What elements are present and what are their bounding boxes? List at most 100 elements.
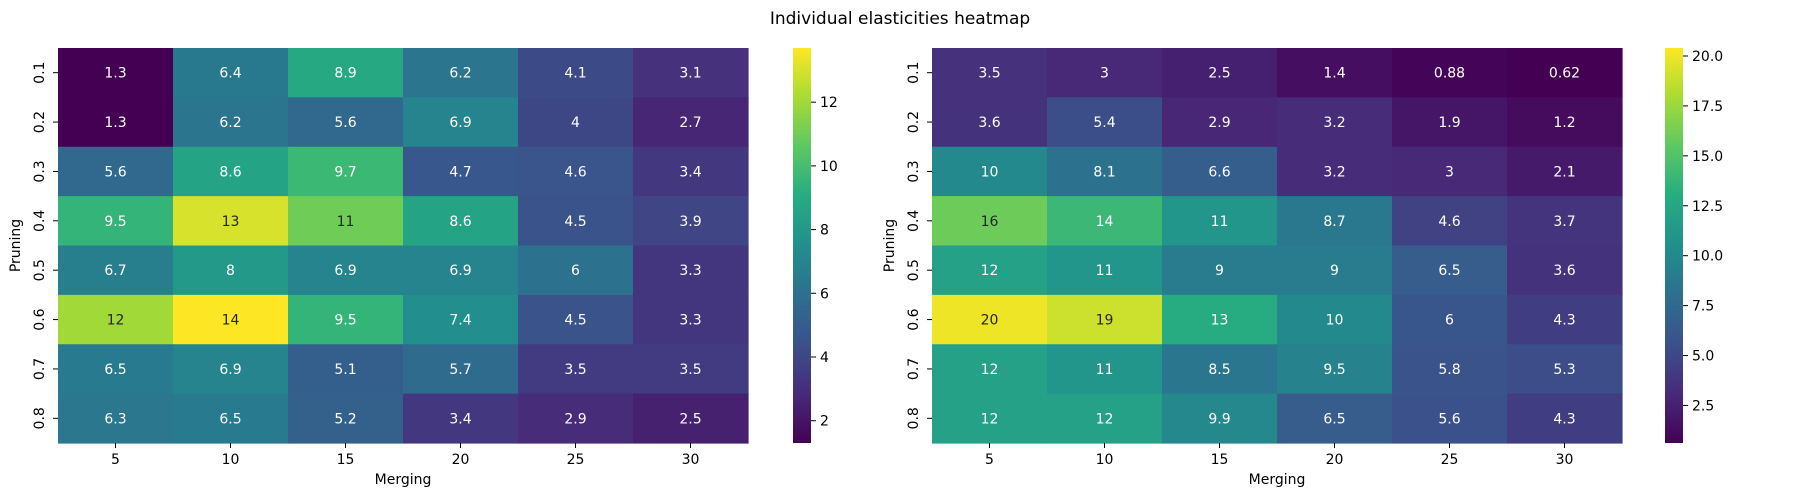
y-tick-label: 0.4 <box>32 210 48 232</box>
cell-value-label: 6 <box>1445 313 1454 329</box>
y-tick-label: 0.5 <box>906 259 922 281</box>
heatmap-cell <box>633 97 749 148</box>
cell-value-label: 2.5 <box>679 411 701 427</box>
heatmap-cell <box>288 146 404 197</box>
cell-value-label: 5.3 <box>1553 362 1575 378</box>
heatmap-cell <box>633 344 749 395</box>
x-tick-label: 30 <box>682 452 700 468</box>
x-tick-label: 10 <box>1096 452 1114 468</box>
cell-value-label: 9.5 <box>1323 362 1345 378</box>
heatmap-cell <box>1392 344 1508 395</box>
heatmap-cell <box>1277 294 1393 345</box>
heatmap-cell <box>1162 146 1278 197</box>
heatmap-cell <box>633 245 749 296</box>
cell-value-label: 6.9 <box>334 263 356 279</box>
cell-value-label: 5.6 <box>1438 411 1460 427</box>
heatmap-cell <box>403 146 519 197</box>
heatmap-cell <box>518 393 634 444</box>
heatmap-cell <box>518 344 634 395</box>
x-tick-label: 20 <box>1326 452 1344 468</box>
colorbar-tick-label: 10 <box>820 159 838 175</box>
heatmap-cell <box>518 97 634 148</box>
cell-value-label: 6 <box>571 263 580 279</box>
heatmap-cell <box>58 48 174 98</box>
heatmap-cell <box>1277 245 1393 296</box>
cell-value-label: 1.4 <box>1323 66 1345 82</box>
heatmap-cell <box>1507 393 1623 444</box>
cell-value-label: 3.2 <box>1323 164 1345 180</box>
heatmap-cell <box>1162 344 1278 395</box>
cell-value-label: 7.4 <box>449 313 471 329</box>
heatmap-cell <box>633 196 749 247</box>
heatmap-cell <box>58 97 174 148</box>
x-tick-label: 15 <box>1211 452 1229 468</box>
heatmap-cell <box>633 393 749 444</box>
heatmap-cell <box>932 146 1048 197</box>
heatmap-cell <box>1392 48 1508 98</box>
cell-value-label: 11 <box>337 214 355 230</box>
cell-value-label: 12 <box>981 362 999 378</box>
heatmap-cell <box>1047 196 1163 247</box>
cell-value-label: 3.6 <box>978 115 1000 131</box>
heatmap-cell <box>1277 196 1393 247</box>
cell-value-label: 3.3 <box>679 263 701 279</box>
cell-value-label: 3.1 <box>679 66 701 82</box>
colorbar-tick-label: 4 <box>820 350 829 366</box>
cell-value-label: 6.4 <box>219 66 241 82</box>
colorbar-tick-label: 6 <box>820 286 829 302</box>
cell-value-label: 4 <box>571 115 580 131</box>
cell-value-label: 3.5 <box>978 66 1000 82</box>
cell-value-label: 9.7 <box>334 164 356 180</box>
heatmap-cell <box>403 48 519 98</box>
heatmap-cell <box>403 393 519 444</box>
heatmap-cell <box>403 196 519 247</box>
heatmap-cell <box>1162 48 1278 98</box>
heatmap-cell <box>518 245 634 296</box>
y-tick-label: 0.6 <box>32 308 48 330</box>
heatmap-cell <box>173 393 289 444</box>
cell-value-label: 3.5 <box>564 362 586 378</box>
heatmap-cell <box>58 393 174 444</box>
heatmap-cell <box>932 245 1048 296</box>
cell-value-label: 6.2 <box>449 66 471 82</box>
cell-value-label: 13 <box>1211 313 1229 329</box>
cell-value-label: 4.5 <box>564 313 586 329</box>
heatmap-cell <box>1392 294 1508 345</box>
cell-value-label: 1.9 <box>1438 115 1460 131</box>
heatmap-cell <box>1507 344 1623 395</box>
heatmap-cell <box>173 146 289 197</box>
cell-value-label: 6.3 <box>104 411 126 427</box>
cell-value-label: 9.5 <box>104 214 126 230</box>
cell-value-label: 14 <box>1096 214 1114 230</box>
x-axis-label: Merging <box>375 472 432 488</box>
figure-title: Individual elasticities heatmap <box>770 9 1030 29</box>
heatmap-cell <box>288 97 404 148</box>
colorbar-tick-label: 15.0 <box>1692 149 1723 165</box>
heatmap-cell <box>633 48 749 98</box>
colorbar-tick-label: 7.5 <box>1692 299 1714 315</box>
y-tick-label: 0.4 <box>906 210 922 232</box>
heatmap-cell <box>633 294 749 345</box>
y-tick-label: 0.8 <box>906 407 922 429</box>
cell-value-label: 1.3 <box>104 66 126 82</box>
cell-value-label: 8.6 <box>219 164 241 180</box>
cell-value-label: 6.2 <box>219 115 241 131</box>
heatmap-cell <box>633 146 749 197</box>
cell-value-label: 2.9 <box>1208 115 1230 131</box>
heatmap-cell <box>288 196 404 247</box>
cell-value-label: 4.7 <box>449 164 471 180</box>
heatmap-cell <box>403 294 519 345</box>
cell-value-label: 6.9 <box>219 362 241 378</box>
colorbar-tick-label: 12.5 <box>1692 199 1723 215</box>
colorbar-tick-label: 2 <box>820 414 829 430</box>
y-tick-label: 0.2 <box>32 111 48 133</box>
cell-value-label: 4.5 <box>564 214 586 230</box>
cell-value-label: 6.9 <box>449 263 471 279</box>
heatmap-cell <box>1162 393 1278 444</box>
heatmap-cell <box>173 344 289 395</box>
cell-value-label: 3.5 <box>679 362 701 378</box>
cell-value-label: 11 <box>1211 214 1229 230</box>
heatmap-cell <box>1507 196 1623 247</box>
heatmap-cell <box>1277 97 1393 148</box>
